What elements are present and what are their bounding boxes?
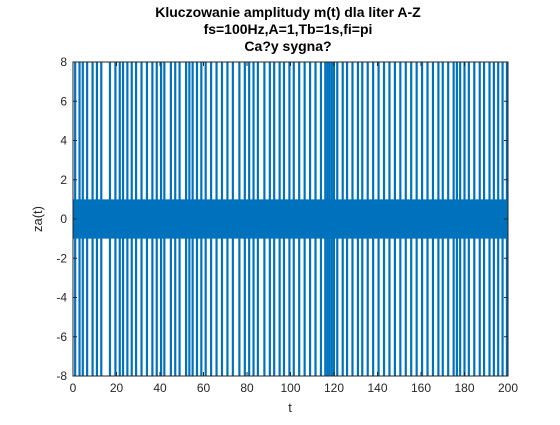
x-tick-label: 60: [197, 381, 211, 395]
x-tick-label: 160: [411, 381, 431, 395]
x-axis-label: t: [288, 400, 292, 415]
y-tick-label: 8: [60, 55, 67, 69]
chart-title-line-1: Kluczowanie amplitudy m(t) dla liter A-Z: [155, 4, 421, 20]
axes-layer: 0 20 40 60 80 100 120 140 160 180 200 -8 -6 -4 -2 0 2 4 6 8: [56, 55, 518, 395]
y-tick-label: -8: [56, 369, 67, 383]
plot-layer: [73, 62, 508, 376]
x-tick-label: 180: [454, 381, 474, 395]
y-tick-label: 4: [60, 134, 67, 148]
y-tick-label: -6: [56, 330, 67, 344]
chart-title-line-2: fs=100Hz,A=1,Tb=1s,fi=pi: [204, 21, 373, 37]
x-tick-label: 20: [110, 381, 124, 395]
y-tick-label: -4: [56, 291, 67, 305]
signal-series: [73, 62, 508, 376]
x-tick-label: 100: [280, 381, 300, 395]
y-tick-label: 6: [60, 94, 67, 108]
y-tick-label: 2: [60, 173, 67, 187]
x-tick-label: 200: [498, 381, 518, 395]
y-tick-label: -2: [56, 251, 67, 265]
y-axis-label: za(t): [30, 206, 45, 232]
x-tick-label: 40: [153, 381, 167, 395]
x-tick-label: 120: [324, 381, 344, 395]
x-tick-label: 0: [70, 381, 77, 395]
x-tick-label: 140: [367, 381, 387, 395]
y-tick-label: 0: [60, 212, 67, 226]
x-tick-label: 80: [240, 381, 254, 395]
chart-title-line-3: Ca?y sygna?: [244, 38, 331, 54]
